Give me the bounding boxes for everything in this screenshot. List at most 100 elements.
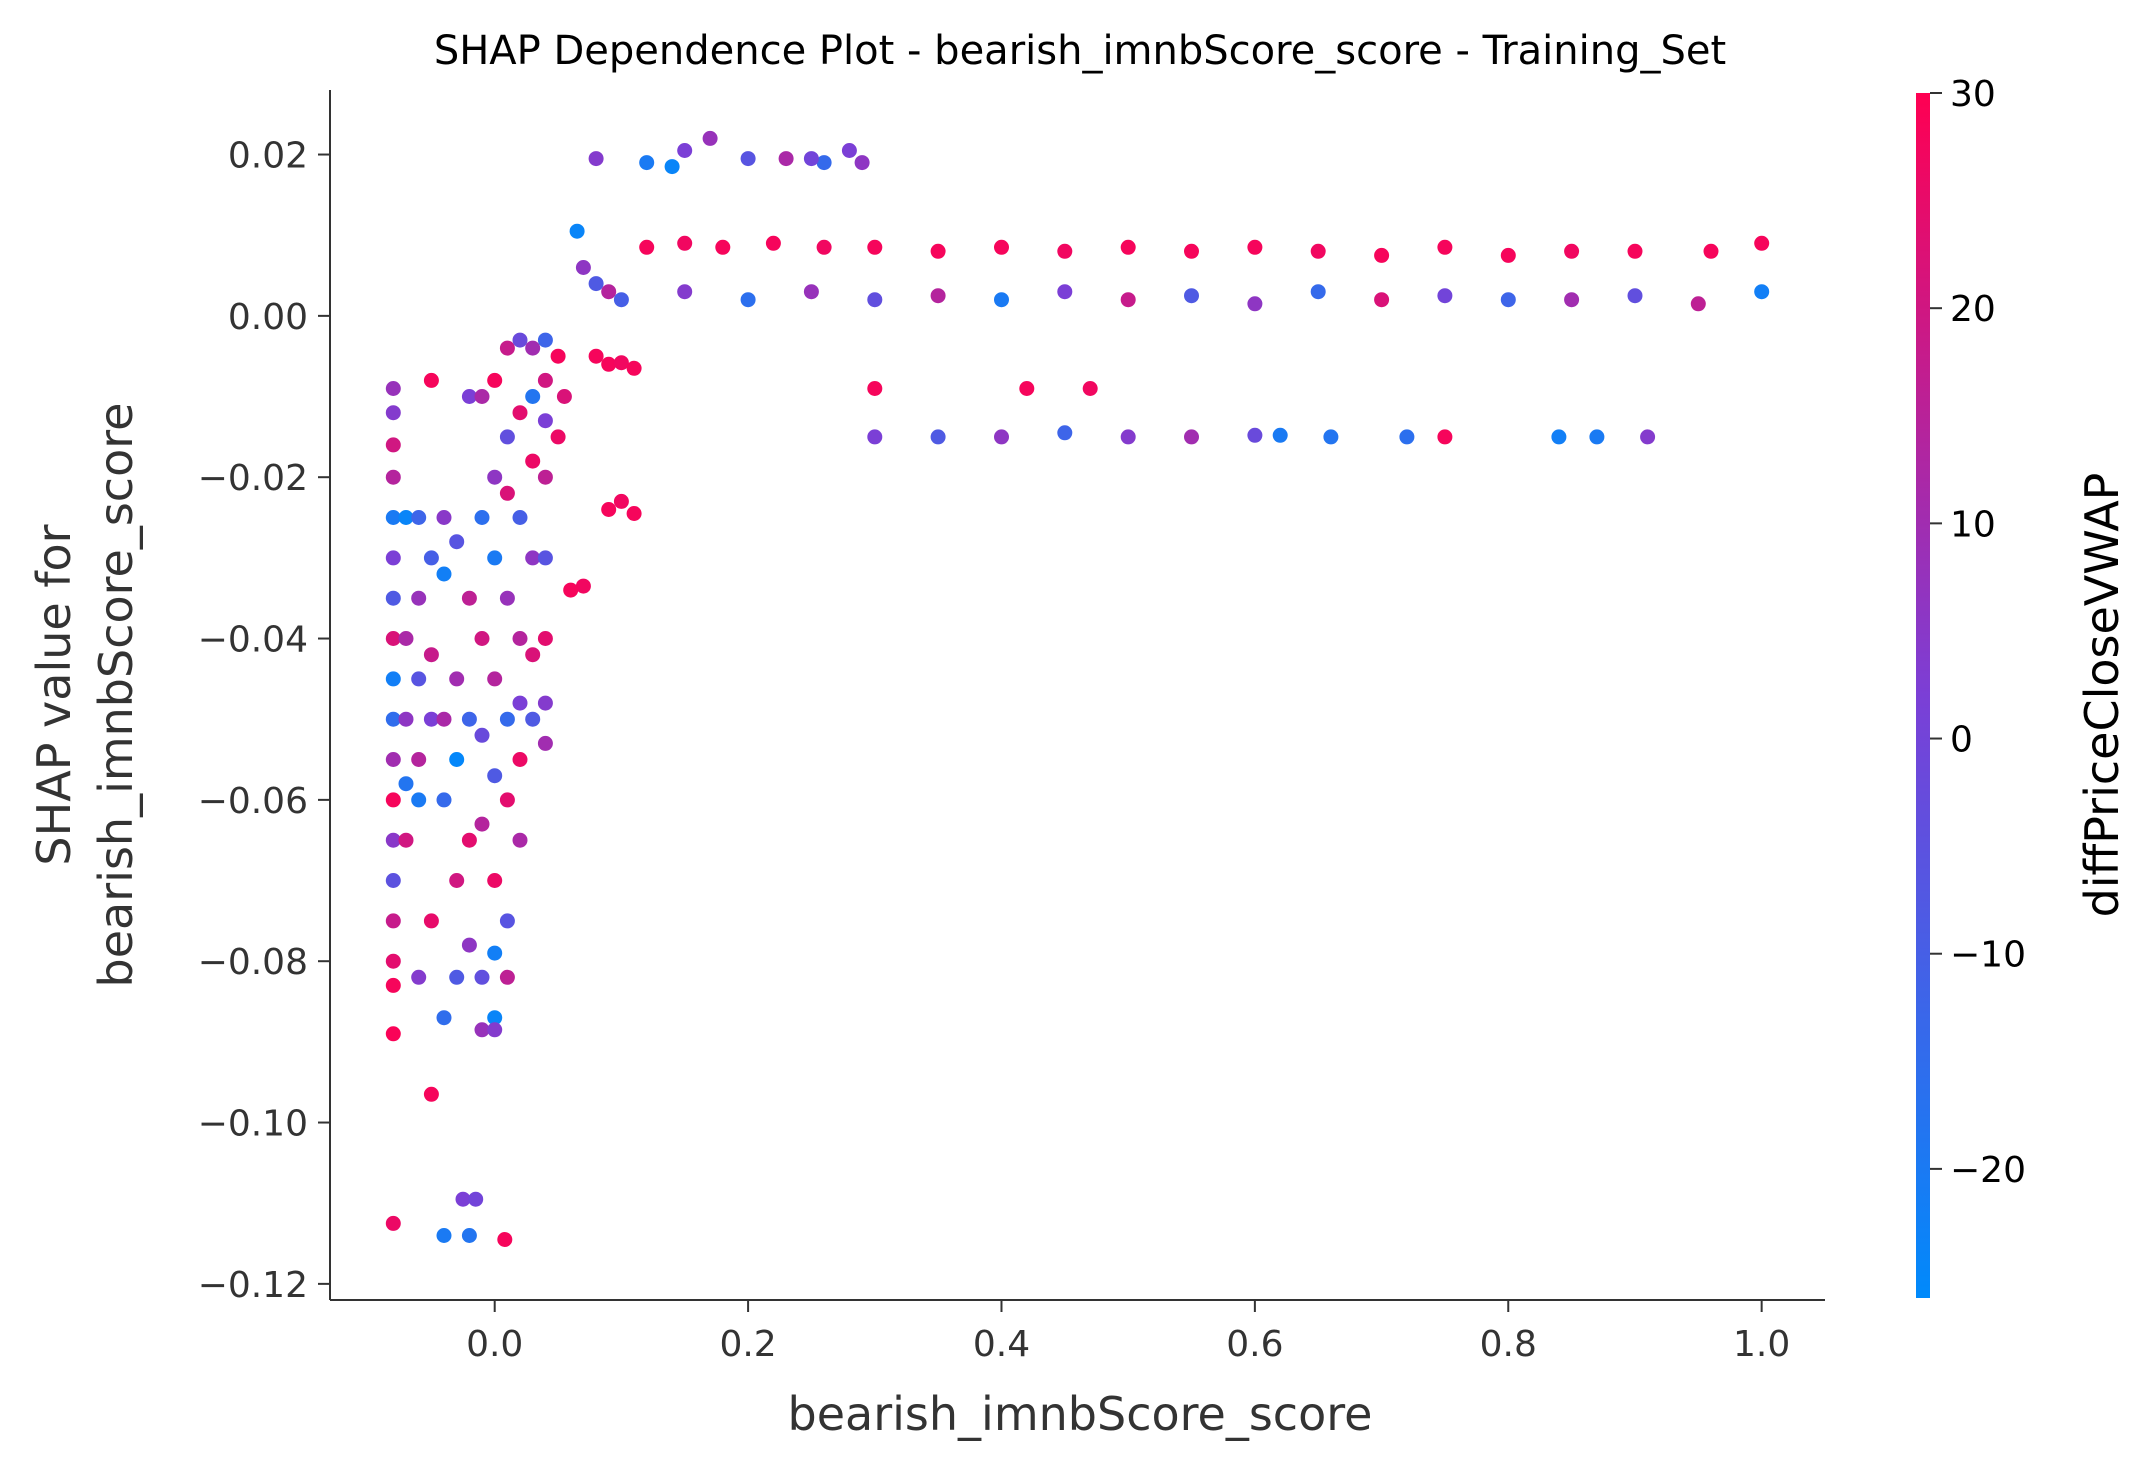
scatter-point bbox=[385, 792, 401, 808]
scatter-point bbox=[1703, 243, 1719, 259]
scatter-point bbox=[398, 711, 414, 727]
scatter-point bbox=[575, 260, 591, 275]
scatter-point bbox=[537, 332, 553, 348]
scatter-point bbox=[474, 1022, 490, 1038]
scatter-point bbox=[639, 155, 655, 171]
scatter-point bbox=[385, 437, 401, 453]
scatter-point bbox=[436, 1228, 452, 1243]
scatter-point bbox=[499, 913, 515, 929]
scatter-point bbox=[550, 348, 566, 364]
scatter-point bbox=[411, 752, 427, 767]
scatter-point bbox=[398, 776, 414, 792]
y-tick-label: 0.02 bbox=[228, 136, 308, 177]
scatter-point bbox=[1120, 239, 1136, 255]
scatter-point bbox=[1120, 292, 1136, 308]
scatter-point bbox=[487, 372, 503, 388]
scatter-point bbox=[398, 832, 414, 848]
y-axis-label-line2: bearish_imnbScore_score bbox=[89, 403, 143, 988]
scatter-point bbox=[1247, 296, 1263, 312]
scatter-point bbox=[740, 151, 756, 167]
scatter-point bbox=[385, 381, 401, 396]
scatter-point bbox=[1184, 429, 1199, 445]
scatter-point bbox=[537, 550, 553, 566]
x-axis-label: bearish_imnbScore_score bbox=[788, 1387, 1373, 1441]
scatter-point bbox=[385, 1215, 401, 1231]
y-tick-label: 0.00 bbox=[228, 297, 308, 338]
scatter-point bbox=[449, 752, 465, 767]
scatter-point bbox=[1500, 247, 1516, 263]
scatter-point bbox=[436, 510, 452, 525]
scatter-point bbox=[461, 937, 477, 953]
scatter-point bbox=[487, 1010, 503, 1026]
x-tick-label: 0.4 bbox=[973, 1324, 1030, 1365]
scatter-point bbox=[1437, 239, 1453, 255]
scatter-point bbox=[537, 695, 553, 711]
scatter-point bbox=[512, 332, 528, 348]
scatter-point bbox=[556, 389, 572, 404]
scatter-point bbox=[474, 389, 490, 404]
scatter-point bbox=[994, 429, 1009, 445]
scatter-point bbox=[1374, 247, 1390, 263]
colorbar-tick-label: −10 bbox=[1950, 935, 2026, 976]
scatter-point bbox=[474, 816, 490, 832]
scatter-point bbox=[411, 590, 427, 606]
scatter-point bbox=[474, 969, 490, 985]
scatter-point bbox=[411, 969, 427, 985]
scatter-point bbox=[385, 1026, 401, 1042]
y-tick-label: −0.10 bbox=[198, 1104, 308, 1145]
scatter-point bbox=[449, 969, 465, 985]
scatter-point bbox=[487, 873, 503, 888]
scatter-point bbox=[385, 469, 401, 485]
scatter-point bbox=[1323, 429, 1339, 445]
colorbar-tick-label: 0 bbox=[1950, 720, 1973, 761]
chart-title: SHAP Dependence Plot - bearish_imnbScore… bbox=[434, 28, 1726, 74]
scatter-point bbox=[1754, 235, 1770, 251]
scatter-point bbox=[487, 768, 503, 784]
scatter-point bbox=[677, 235, 693, 251]
scatter-point bbox=[525, 389, 541, 404]
scatter-point bbox=[525, 550, 541, 566]
scatter-point bbox=[588, 151, 604, 167]
scatter-point bbox=[499, 485, 515, 501]
scatter-point bbox=[385, 977, 401, 993]
scatter-point bbox=[1310, 284, 1326, 300]
scatter-point bbox=[816, 239, 832, 255]
scatter-point bbox=[385, 953, 401, 969]
scatter-point bbox=[512, 405, 528, 421]
scatter-point bbox=[474, 510, 490, 525]
scatter-point bbox=[497, 1232, 513, 1247]
scatter-point bbox=[436, 792, 452, 808]
scatter-point bbox=[474, 727, 490, 743]
colorbar bbox=[1916, 93, 1930, 1298]
scatter-point bbox=[639, 239, 655, 255]
scatter-point bbox=[1247, 427, 1263, 443]
scatter-point bbox=[398, 631, 414, 646]
scatter-point bbox=[613, 355, 629, 371]
scatter-point bbox=[537, 469, 553, 485]
scatter-point bbox=[537, 631, 553, 646]
scatter-point bbox=[613, 292, 629, 308]
scatter-point bbox=[841, 143, 857, 158]
scatter-point bbox=[423, 550, 439, 566]
scatter-point bbox=[385, 590, 401, 606]
scatter-point bbox=[1057, 425, 1073, 441]
y-tick-label: −0.12 bbox=[198, 1265, 308, 1306]
scatter-point bbox=[385, 752, 401, 767]
scatter-point bbox=[1564, 243, 1580, 259]
scatter-point bbox=[499, 340, 515, 356]
scatter-point bbox=[512, 752, 528, 767]
scatter-point bbox=[512, 510, 528, 525]
scatter-point bbox=[1120, 429, 1136, 445]
colorbar-tick-label: 10 bbox=[1950, 504, 1996, 545]
scatter-point bbox=[411, 671, 427, 687]
scatter-point bbox=[1551, 429, 1567, 445]
scatter-point bbox=[525, 647, 541, 663]
scatter-point bbox=[525, 453, 541, 469]
scatter-point bbox=[537, 372, 553, 388]
y-tick-label: −0.06 bbox=[198, 781, 308, 822]
scatter-point bbox=[1754, 284, 1770, 300]
scatter-point bbox=[1627, 243, 1643, 259]
scatter-point bbox=[1627, 288, 1643, 304]
scatter-point bbox=[677, 143, 693, 158]
